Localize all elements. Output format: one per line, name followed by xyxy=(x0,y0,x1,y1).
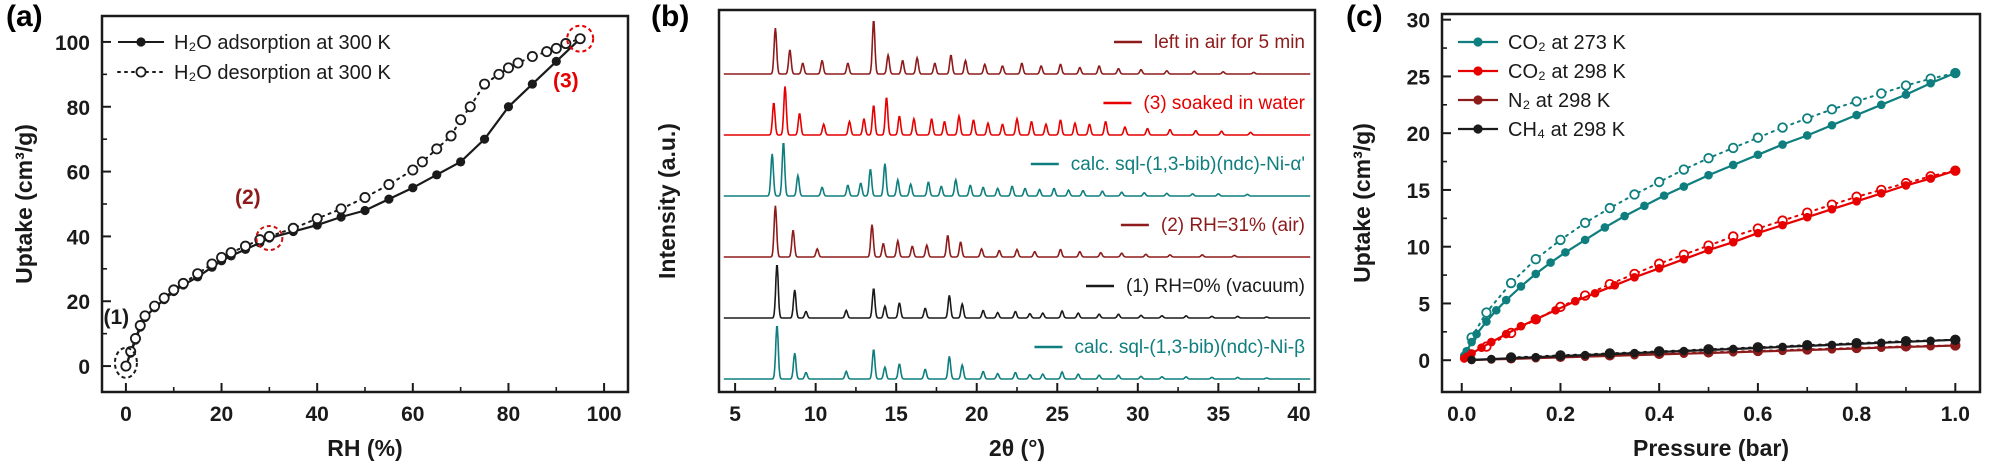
x-axis: 5 10 15 20 25 30 35 40 xyxy=(729,383,1311,426)
svg-text:0: 0 xyxy=(78,356,90,379)
a-x-axis-title: RH (%) xyxy=(327,435,402,461)
a-series-1 xyxy=(120,33,586,372)
c-series-2 xyxy=(1467,340,1961,365)
x-axis: 0.0 0.2 0.4 0.6 0.8 1.0 xyxy=(1447,383,1970,426)
svg-text:80: 80 xyxy=(67,97,90,120)
svg-text:100: 100 xyxy=(587,403,622,426)
panel-b: (b) 5 10 15 20 25 30 35 40 2θ (°) Intensity (a.u.… xyxy=(645,0,1340,476)
svg-text:calc. sql-(1,3-bib)(ndc)-Ni-β: calc. sql-(1,3-bib)(ndc)-Ni-β xyxy=(1074,337,1305,358)
svg-text:0: 0 xyxy=(120,403,132,426)
svg-text:20: 20 xyxy=(965,403,988,426)
b-trace-1: (3) soaked in water xyxy=(723,86,1311,136)
svg-text:1.0: 1.0 xyxy=(1941,403,1970,426)
svg-text:0.2: 0.2 xyxy=(1546,403,1575,426)
panel-b-chart: 5 10 15 20 25 30 35 40 2θ (°) Intensity (a.u.) lef… xyxy=(654,8,1317,461)
svg-text:CO₂ at 273 K: CO₂ at 273 K xyxy=(1508,32,1626,54)
svg-text:(2): (2) xyxy=(235,186,261,209)
c-y-axis-title: Uptake (cm³/g) xyxy=(1349,123,1375,283)
svg-text:calc. sql-(1,3-bib)(ndc)-Ni-α': calc. sql-(1,3-bib)(ndc)-Ni-α' xyxy=(1071,154,1305,175)
svg-text:60: 60 xyxy=(67,162,90,185)
svg-text:CO₂ at 298 K: CO₂ at 298 K xyxy=(1508,61,1626,83)
panel-b-label: (b) xyxy=(651,0,690,33)
svg-text:0.4: 0.4 xyxy=(1645,403,1675,426)
panel-c: (c) 0.0 0.2 0.4 0.6 0.8 1.0 0 5 10 15 20 25 30 Pressu… xyxy=(1340,0,2000,476)
svg-text:60: 60 xyxy=(401,403,424,426)
b-trace-3: (2) RH=31% (air) xyxy=(723,205,1311,258)
plot-frame xyxy=(1440,12,1982,394)
panel-c-chart: 0.0 0.2 0.4 0.6 0.8 1.0 0 5 10 15 20 25 30 Pressure (… xyxy=(1349,10,1982,461)
panel-a-chart: 0 20 40 60 80 100 0 20 40 60 80 100 RH (%) Uptake (cm… xyxy=(11,14,630,461)
a-y-axis-title: Uptake (cm³/g) xyxy=(11,124,37,284)
svg-text:15: 15 xyxy=(1407,180,1431,203)
a-legend: H₂O adsorption at 300 K H₂O desorption at… xyxy=(117,32,391,84)
svg-text:20: 20 xyxy=(67,291,90,314)
b-trace-4: (1) RH=0% (vacuum) xyxy=(723,265,1311,319)
svg-text:15: 15 xyxy=(885,403,909,426)
svg-text:H₂O desorption at 300 K: H₂O desorption at 300 K xyxy=(174,62,391,84)
b-trace-0: left in air for 5 min xyxy=(723,21,1311,75)
svg-text:0.6: 0.6 xyxy=(1743,403,1772,426)
b-y-axis-title: Intensity (a.u.) xyxy=(654,123,680,279)
svg-text:25: 25 xyxy=(1046,403,1070,426)
c-series-3 xyxy=(1467,334,1961,365)
a-annotations: (1) (2) (3) xyxy=(104,24,595,379)
svg-text:5: 5 xyxy=(1418,293,1430,316)
svg-text:20: 20 xyxy=(210,403,233,426)
svg-text:0.0: 0.0 xyxy=(1447,403,1476,426)
svg-text:H₂O adsorption at 300 K: H₂O adsorption at 300 K xyxy=(174,32,391,54)
svg-text:10: 10 xyxy=(1407,237,1430,260)
svg-text:left in air for 5 min: left in air for 5 min xyxy=(1154,32,1305,53)
c-x-axis-title: Pressure (bar) xyxy=(1633,435,1789,461)
b-trace-2: calc. sql-(1,3-bib)(ndc)-Ni-α' xyxy=(723,143,1311,197)
svg-text:30: 30 xyxy=(1126,403,1149,426)
svg-text:0: 0 xyxy=(1418,350,1430,373)
svg-text:25: 25 xyxy=(1407,66,1431,89)
svg-text:(2) RH=31% (air): (2) RH=31% (air) xyxy=(1161,215,1305,236)
svg-text:(1) RH=0% (vacuum): (1) RH=0% (vacuum) xyxy=(1126,276,1305,297)
svg-text:20: 20 xyxy=(1407,123,1430,146)
plot-frame xyxy=(717,8,1317,394)
x-axis: 0 20 40 60 80 100 xyxy=(120,383,622,426)
c-series-0 xyxy=(1459,67,1961,360)
svg-text:N₂ at 298 K: N₂ at 298 K xyxy=(1508,90,1611,112)
svg-text:(3) soaked in water: (3) soaked in water xyxy=(1143,93,1305,114)
svg-text:10: 10 xyxy=(804,403,827,426)
svg-text:(3): (3) xyxy=(553,69,579,92)
svg-text:100: 100 xyxy=(55,32,90,55)
b-x-axis-title: 2θ (°) xyxy=(989,435,1045,461)
svg-text:(1): (1) xyxy=(104,306,130,329)
y-axis: 0 20 40 60 80 100 xyxy=(55,32,111,379)
svg-text:80: 80 xyxy=(497,403,520,426)
svg-text:40: 40 xyxy=(1287,403,1310,426)
panel-a-label: (a) xyxy=(6,0,43,33)
b-trace-5: calc. sql-(1,3-bib)(ndc)-Ni-β xyxy=(723,326,1311,380)
svg-text:5: 5 xyxy=(729,403,741,426)
svg-text:40: 40 xyxy=(306,403,329,426)
panel-c-label: (c) xyxy=(1346,0,1383,33)
svg-text:35: 35 xyxy=(1207,403,1231,426)
svg-text:40: 40 xyxy=(67,226,90,249)
y-axis: 0 5 10 15 20 25 30 xyxy=(1407,10,1451,373)
svg-text:30: 30 xyxy=(1407,10,1430,33)
panel-a: (a) 0 20 40 60 80 100 0 20 40 60 80 100 RH (%) Uptake… xyxy=(0,0,645,476)
a-series-0 xyxy=(121,34,585,371)
svg-text:CH₄ at 298 K: CH₄ at 298 K xyxy=(1508,119,1626,141)
svg-text:0.8: 0.8 xyxy=(1842,403,1872,426)
c-legend: CO₂ at 273 K CO₂ at 298 K N₂ at 298 K CH₄ a… xyxy=(1458,32,1626,141)
c-series-1 xyxy=(1459,165,1961,363)
